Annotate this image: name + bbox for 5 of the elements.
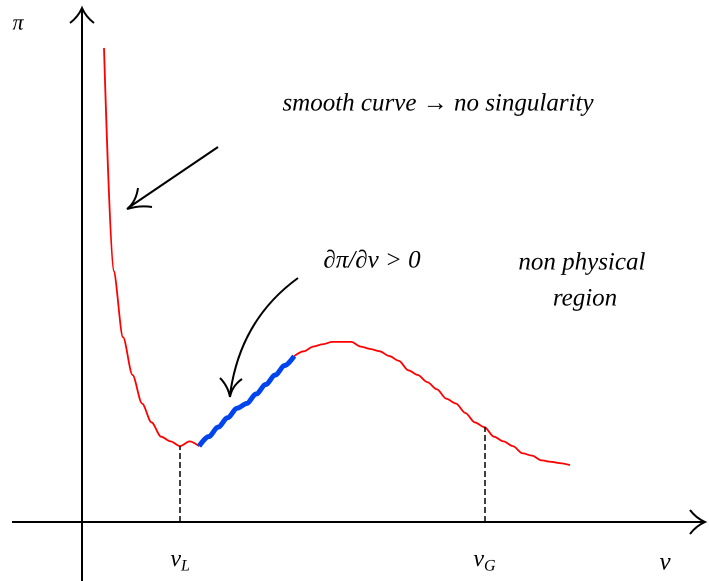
annotation: smooth curve → no singularity [282,90,594,116]
x-axis-title: v [659,548,672,576]
annotation: ∂π/∂v > 0 [323,246,422,274]
annotation: non physical region [518,248,652,312]
y-axis-title: π [12,10,24,34]
